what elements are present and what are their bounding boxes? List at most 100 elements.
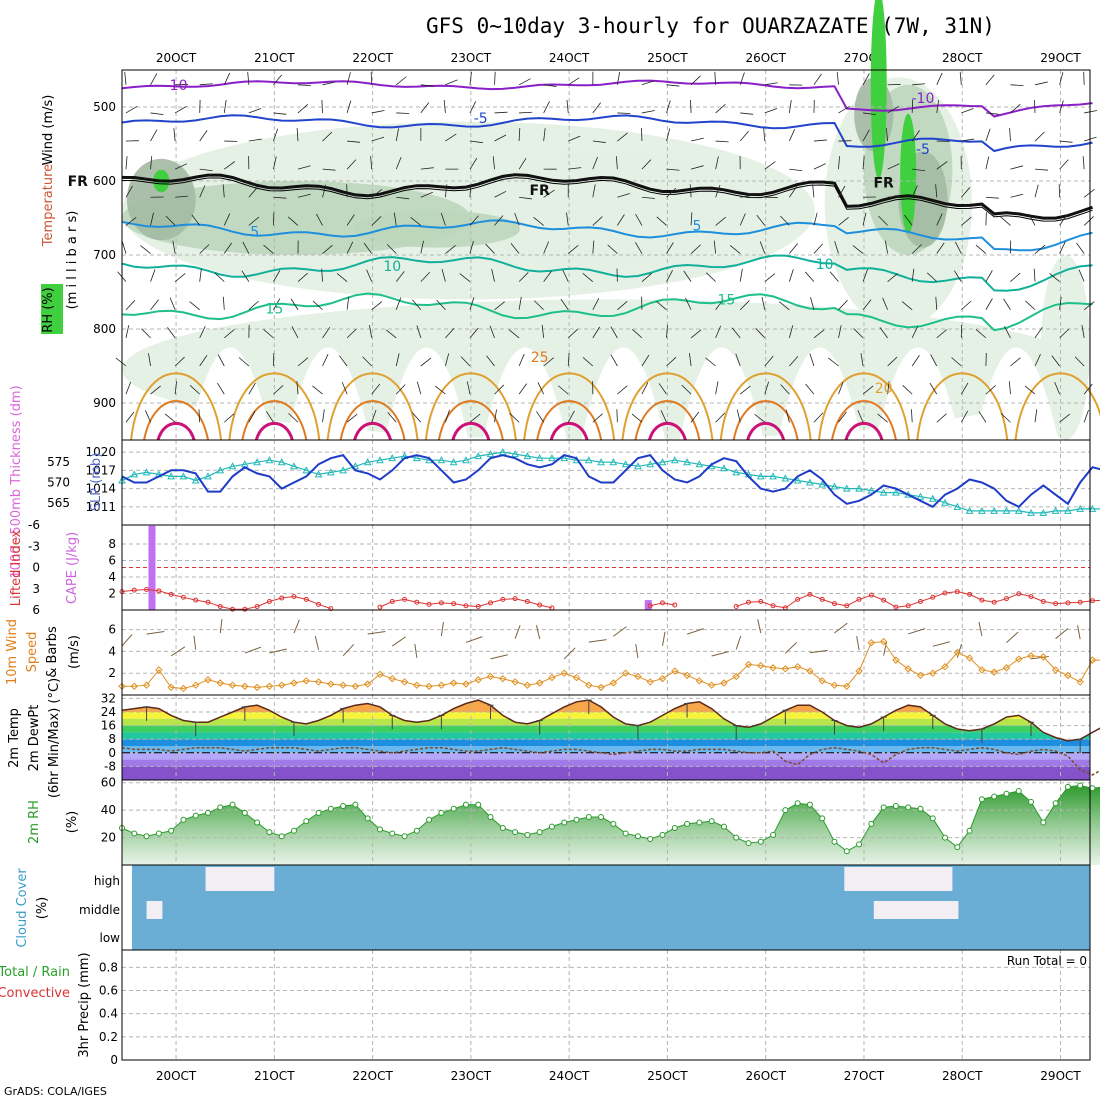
wind-speed-marker [474,676,482,684]
wind-barb-10m [613,626,627,637]
wind-barb [445,409,450,423]
wind-barb [936,413,947,423]
thickness-marker [326,468,335,476]
thickness-marker [720,464,728,472]
wind-barb [862,385,874,395]
wind-barb [838,411,847,423]
wind-barb [322,409,325,423]
wind-speed-marker [363,680,372,688]
thickness-marker [658,458,667,466]
wind-barb [660,410,667,423]
y-tick-label: 700 [93,248,116,262]
wind-barb [346,214,355,226]
wind-barb [617,193,630,198]
wind-barb [960,410,969,423]
wind-barb-10m [121,634,133,647]
wind-barb [223,213,231,226]
lifted-index-marker [242,606,248,612]
wind-barb [1010,165,1024,170]
wind-barb [935,184,938,198]
wind-barb [273,298,281,310]
wind-barb [248,382,256,395]
wind-barb [1054,381,1060,395]
wind-barb [534,300,544,311]
wind-barb [813,139,827,142]
grads-credit: GrADS: COLA/IGES [4,1085,107,1098]
lifted-index-marker [316,601,322,607]
wind-barb [248,216,260,226]
wind-barb [191,214,201,226]
thickness-marker [806,478,814,486]
thickness-marker [1064,506,1072,514]
wind-speed-marker [499,674,507,683]
wind-barb [125,300,136,311]
wind-speed-marker [806,667,814,675]
wind-barb [492,156,495,170]
y-tick-label-temp: 24 [101,705,116,719]
wind-speed-marker [523,681,532,689]
contour-label: FR [68,174,89,190]
cloud-level-label: high [94,874,120,888]
wind-barb-10m [414,643,418,658]
wind-barb-10m [391,636,406,647]
wind-barb [1083,409,1089,423]
wind-barb [617,214,625,226]
wind-speed-marker [1076,678,1084,686]
wind-barb [838,217,849,226]
wind-barb [124,71,127,85]
rh-high-pocket [900,113,917,234]
lifted-index-cape-panel: 2 4 6 8 -6 -3 0 3 6 Lifted Index CAPE (J/kg) [9,518,1100,617]
wind-barb [567,410,575,423]
x-tick-label-bottom: 27OCT [844,1069,885,1083]
x-tick-label-bottom: 24OCT [549,1069,590,1083]
thickness-marker [867,486,876,494]
wind-speed-marker [400,678,409,686]
x-tick-label-bottom: 29OCT [1040,1069,1081,1083]
wind-barb [165,215,176,226]
wind-barb [469,101,477,114]
wind-barb [543,189,555,198]
wind-barb [346,159,357,170]
wind-barb [441,268,446,282]
temp-color-band [122,732,1090,740]
y-tick-label-slp: 1017 [85,463,116,477]
isotherm-25 [830,400,897,441]
wind-barb [560,298,569,310]
y-tick-label-lifted: 6 [32,603,40,617]
wind-barb-10m [465,636,483,643]
wind-speed-marker [855,667,863,675]
lifted-index-line [379,598,553,609]
wind-barb [715,156,719,170]
isotherm-20 [719,372,812,441]
wind-barb [961,187,971,198]
wind-barb [369,325,373,338]
contour-label: 10 [816,257,834,273]
wind-speed-marker [732,672,740,681]
wind-barb [543,241,550,254]
wind-barb [223,99,227,113]
wind-barb [838,185,846,198]
wind-barb [189,301,200,311]
wind-barb [568,167,582,170]
lifted-index-marker [1028,594,1034,600]
lifted-index-marker [438,600,444,606]
rh-marker [192,812,199,819]
lifted-index-marker [991,599,997,605]
wind-barb [685,297,692,310]
wind-barb [459,273,471,282]
wind-barb [371,301,383,311]
wind-barb [494,111,508,114]
thickness-marker [793,476,802,484]
isotherm-20 [326,372,419,441]
wind-barb [248,108,262,114]
wind-barb [1083,383,1093,395]
y-tick-label-precip: 0.6 [99,984,118,998]
rh-marker [1003,790,1010,797]
y-tick-label-thickness: 575 [47,455,70,469]
wind-barb [346,241,354,254]
wind-barb [444,184,448,198]
rh-marker [856,841,863,848]
rh-marker [917,805,924,812]
wind-barb [172,240,176,254]
isotherm-30 [746,422,786,441]
